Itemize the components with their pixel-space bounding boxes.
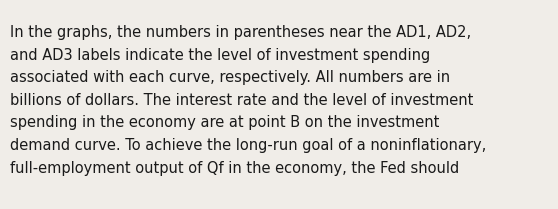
Text: demand curve. To achieve the long-run goal of a noninflationary,: demand curve. To achieve the long-run go…: [10, 138, 486, 153]
Text: full-employment output of Qf in the economy, the Fed should: full-employment output of Qf in the econ…: [10, 161, 459, 176]
Text: billions of dollars. The interest rate and the level of investment: billions of dollars. The interest rate a…: [10, 93, 473, 108]
Text: spending in the economy are at point B on the investment: spending in the economy are at point B o…: [10, 115, 439, 130]
Text: associated with each curve, respectively. All numbers are in: associated with each curve, respectively…: [10, 70, 450, 85]
Text: ____.: ____.: [10, 206, 58, 209]
Text: In the graphs, the numbers in parentheses near the AD1, AD2,: In the graphs, the numbers in parenthese…: [10, 25, 471, 40]
Text: and AD3 labels indicate the level of investment spending: and AD3 labels indicate the level of inv…: [10, 48, 430, 63]
